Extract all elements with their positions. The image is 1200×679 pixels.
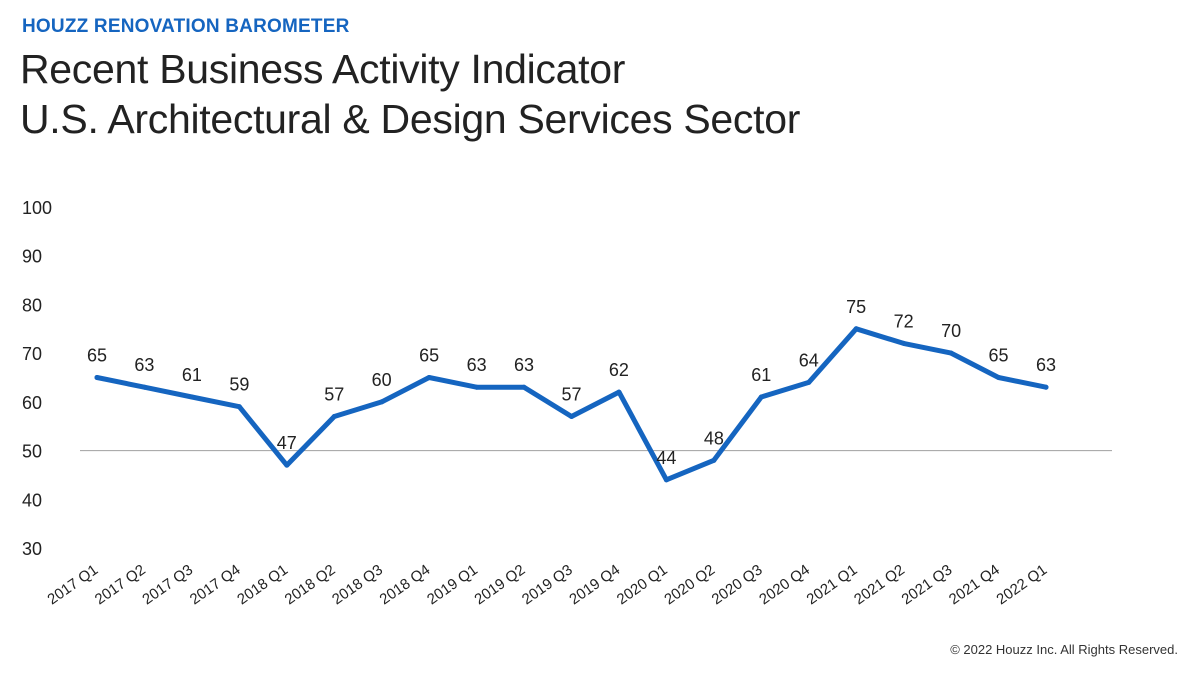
data-label: 63 [467, 355, 487, 375]
data-point [853, 326, 859, 332]
data-point [521, 384, 527, 390]
data-label: 57 [324, 384, 344, 404]
data-point [1043, 384, 1049, 390]
data-point [711, 457, 717, 463]
data-point [996, 375, 1002, 380]
data-label: 65 [989, 346, 1009, 366]
x-tick-label: 2021 Q1 [804, 561, 861, 608]
data-label: 72 [894, 311, 914, 331]
data-point [94, 375, 100, 380]
x-tick-label: 2020 Q4 [756, 561, 813, 608]
x-tick-label: 2017 Q1 [44, 561, 101, 608]
data-point [948, 350, 954, 356]
data-label: 63 [514, 355, 534, 375]
data-label: 60 [372, 370, 392, 390]
data-label: 65 [87, 346, 107, 366]
x-tick-label: 2020 Q2 [661, 561, 718, 608]
data-label: 63 [134, 355, 154, 375]
x-tick-label: 2018 Q3 [329, 561, 386, 608]
x-tick-label: 2017 Q3 [139, 561, 196, 608]
data-point [901, 340, 907, 346]
data-label: 70 [941, 321, 961, 341]
data-point [426, 375, 432, 380]
data-label: 47 [277, 433, 297, 453]
data-label: 61 [182, 365, 202, 385]
data-point [331, 413, 337, 419]
x-tick-label: 2019 Q4 [566, 561, 623, 608]
x-tick-label: 2019 Q1 [424, 561, 481, 608]
data-label: 75 [846, 297, 866, 317]
data-point [141, 384, 147, 390]
data-label: 48 [704, 428, 724, 448]
page-title: Recent Business Activity Indicator U.S. … [20, 44, 800, 144]
x-tick-label: 2018 Q1 [234, 561, 291, 608]
x-tick-label: 2018 Q4 [377, 561, 434, 608]
y-tick-label: 70 [22, 344, 42, 364]
data-label: 64 [799, 350, 819, 370]
y-tick-label: 60 [22, 393, 42, 413]
y-tick-label: 80 [22, 295, 42, 315]
data-point [189, 394, 195, 400]
data-point [663, 477, 669, 483]
copyright-notice: © 2022 Houzz Inc. All Rights Reserved. [950, 642, 1178, 657]
x-tick-label: 2020 Q3 [709, 561, 766, 608]
y-tick-label: 100 [22, 198, 52, 218]
x-tick-label: 2018 Q2 [282, 561, 339, 608]
x-tick-label: 2019 Q2 [471, 561, 528, 608]
title-line-1: Recent Business Activity Indicator [20, 46, 626, 92]
title-line-2: U.S. Architectural & Design Services Sec… [20, 96, 801, 142]
data-label: 63 [1036, 355, 1056, 375]
x-tick-label: 2017 Q4 [187, 561, 244, 608]
x-tick-label: 2021 Q4 [946, 561, 1003, 608]
data-point [758, 394, 764, 400]
y-tick-label: 50 [22, 442, 42, 462]
data-point [284, 462, 290, 468]
data-label: 59 [229, 375, 249, 395]
x-tick-label: 2017 Q2 [92, 561, 149, 608]
data-point [474, 384, 480, 390]
x-tick-label: 2022 Q1 [993, 561, 1050, 608]
kicker-label: HOUZZ RENOVATION BAROMETER [22, 16, 350, 37]
y-tick-label: 40 [22, 490, 42, 510]
data-point [379, 399, 385, 405]
x-tick-label: 2021 Q3 [899, 561, 956, 608]
y-tick-label: 30 [22, 539, 42, 559]
data-point [569, 413, 574, 419]
data-label: 44 [656, 448, 676, 468]
data-point [616, 389, 622, 395]
data-label: 57 [561, 384, 581, 404]
data-label: 62 [609, 360, 629, 380]
x-tick-label: 2020 Q1 [614, 561, 671, 608]
data-label: 61 [751, 365, 771, 385]
x-tick-label: 2019 Q3 [519, 561, 576, 608]
data-point [236, 404, 242, 410]
data-label: 65 [419, 346, 439, 366]
y-tick-label: 90 [22, 247, 42, 267]
data-point [806, 379, 812, 385]
x-tick-label: 2021 Q2 [851, 561, 908, 608]
